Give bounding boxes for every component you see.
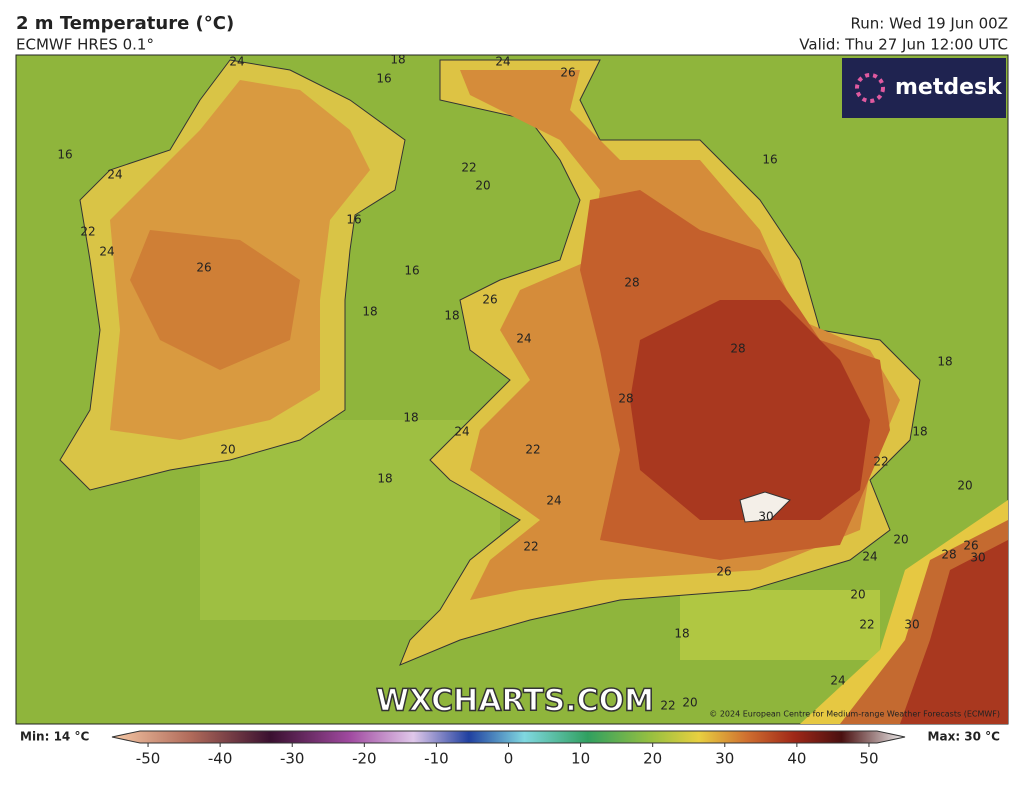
contour-label: 22 — [461, 161, 476, 175]
colorbar-tick-label: 30 — [715, 750, 734, 768]
contour-label: 24 — [107, 168, 122, 182]
contour-label: 20 — [893, 533, 908, 547]
colorbar: -50 -40 -30 -20 -10 0 10 20 30 40 50 — [111, 730, 906, 768]
title: 2 m Temperature (°C) — [16, 13, 234, 34]
contour-label: 20 — [850, 588, 865, 602]
contour-label: 26 — [716, 565, 731, 579]
colorbar-tick-label: 20 — [643, 750, 662, 768]
colorbar-tick-label: 0 — [504, 750, 514, 768]
contour-label: 16 — [376, 72, 391, 86]
contour-label: 24 — [546, 494, 561, 508]
contour-label: 30 — [970, 551, 985, 565]
contour-label: 18 — [362, 305, 377, 319]
contour-label: 24 — [516, 332, 531, 346]
colorbar-bar — [111, 730, 906, 744]
contour-label: 22 — [525, 443, 540, 457]
contour-label: 24 — [229, 55, 244, 69]
colorbar-tick-label: 40 — [787, 750, 806, 768]
contour-label: 26 — [560, 66, 575, 80]
contour-label: 16 — [404, 264, 419, 278]
contour-label: 18 — [377, 472, 392, 486]
contour-label: 28 — [941, 548, 956, 562]
contour-label: 28 — [624, 276, 639, 290]
colorbar-tick-label: -20 — [352, 750, 377, 768]
contour-label: 20 — [475, 179, 490, 193]
map: 24 18 16 24 26 16 24 22 20 16 16 22 24 26 16 28 26 18 18 24… — [15, 53, 1009, 725]
colorbar-tick-label: -50 — [136, 750, 161, 768]
contour-label: 22 — [80, 225, 95, 239]
contour-label: 16 — [57, 148, 72, 162]
ireland-hot — [130, 230, 300, 370]
contour-label: 16 — [762, 153, 777, 167]
contour-label: 20 — [957, 479, 972, 493]
contour-label: 18 — [912, 425, 927, 439]
colorbar-tick-label: -40 — [208, 750, 233, 768]
contour-label: 18 — [444, 309, 459, 323]
contour-label: 24 — [99, 245, 114, 259]
contour-label: 20 — [682, 696, 697, 710]
watermark: WXCHARTS.COM — [376, 684, 654, 719]
contour-label: 18 — [937, 355, 952, 369]
contour-label: 28 — [730, 342, 745, 356]
subtitle: ECMWF HRES 0.1° — [16, 36, 154, 54]
run-time: Run: Wed 19 Jun 00Z — [851, 15, 1008, 33]
max-label: Max: 30 °C — [928, 730, 1001, 744]
copyright: © 2024 European Centre for Medium-range … — [709, 710, 1000, 719]
gb-30-patch — [739, 491, 791, 523]
min-label: Min: 14 °C — [20, 730, 89, 744]
contour-label: 18 — [674, 627, 689, 641]
contour-label: 22 — [523, 540, 538, 554]
contour-labels: 24 18 16 24 26 16 24 22 20 16 16 22 24 26 16 28 26 18 18 24… — [57, 53, 985, 713]
contour-label: 24 — [862, 550, 877, 564]
contour-label: 24 — [454, 425, 469, 439]
gb-hottest — [630, 300, 870, 520]
contour-label: 26 — [482, 293, 497, 307]
logo-mark — [855, 73, 885, 103]
contour-label: 28 — [618, 392, 633, 406]
valid-time: Valid: Thu 27 Jun 12:00 UTC — [799, 36, 1008, 54]
contour-label: 22 — [859, 618, 874, 632]
contour-label: 18 — [403, 411, 418, 425]
contour-label: 20 — [220, 443, 235, 457]
contour-label: 16 — [346, 213, 361, 227]
colorbar-tick-label: -30 — [280, 750, 305, 768]
colorbar-tick-label: 10 — [571, 750, 590, 768]
contour-label: 22 — [660, 699, 675, 713]
contour-label: 24 — [830, 674, 845, 688]
sea-shade — [680, 590, 880, 660]
logo-text: metdesk — [895, 75, 1003, 100]
contour-label: 30 — [904, 618, 919, 632]
contour-label: 26 — [963, 539, 978, 553]
contour-label: 26 — [196, 261, 211, 275]
contour-label: 18 — [390, 53, 405, 67]
france-hot — [900, 540, 1008, 724]
colorbar-tick-label: -10 — [424, 750, 449, 768]
contour-label: 24 — [495, 55, 510, 69]
contour-label: 30 — [758, 510, 773, 524]
contour-label: 22 — [873, 455, 888, 469]
logo-box — [842, 58, 1006, 118]
colorbar-tick-label: 50 — [859, 750, 878, 768]
